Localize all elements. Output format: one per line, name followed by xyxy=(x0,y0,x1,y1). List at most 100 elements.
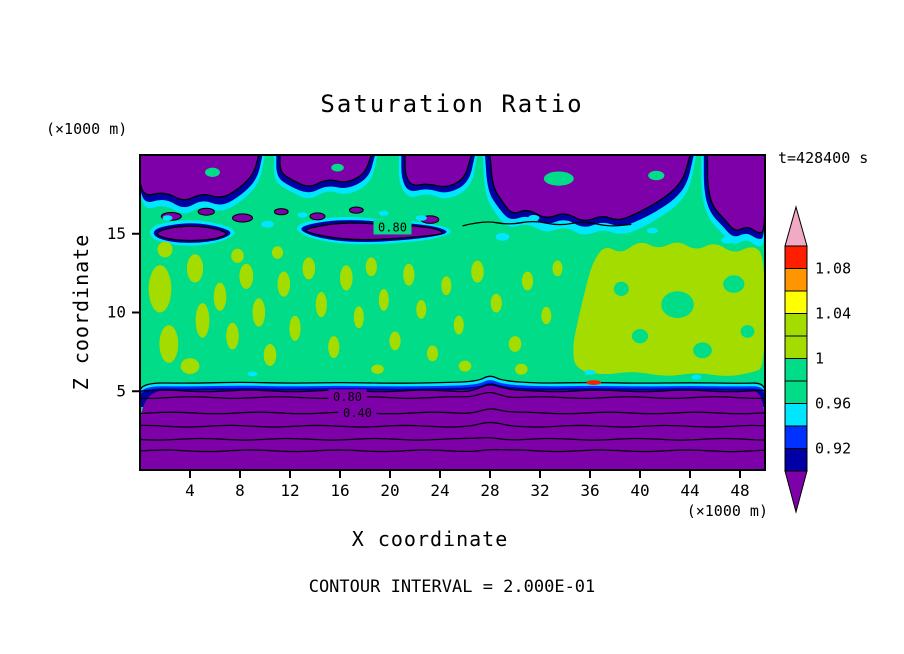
contour-line xyxy=(140,391,765,399)
contour-spot xyxy=(693,342,712,359)
colorbar-segment xyxy=(784,268,808,292)
contour-spot xyxy=(415,215,427,221)
contour-region xyxy=(140,385,765,470)
contour-line xyxy=(140,408,765,415)
contour-region xyxy=(156,225,227,242)
x-tick-label: 32 xyxy=(530,481,549,500)
contour-spot xyxy=(271,246,284,259)
time-annotation: t=428400 s xyxy=(778,149,868,167)
x-tick-label: 40 xyxy=(630,481,649,500)
contour-spot xyxy=(403,263,415,286)
contour-spot xyxy=(309,212,326,221)
contour-spot xyxy=(247,371,258,377)
contour-line xyxy=(140,383,765,393)
contour-spot xyxy=(365,257,377,277)
contour-spot xyxy=(371,364,384,374)
contour-spot xyxy=(348,206,364,214)
x-tick-label: 24 xyxy=(430,481,449,500)
contour-spot xyxy=(232,213,253,223)
x-tick-label: 44 xyxy=(680,481,699,500)
contour-spot xyxy=(231,248,244,263)
contour-line xyxy=(140,449,765,453)
colorbar-segment xyxy=(784,358,808,382)
contour-spot xyxy=(528,214,540,222)
contour-interval-note: CONTOUR INTERVAL = 2.000E-01 xyxy=(309,577,596,597)
contour-spot xyxy=(661,291,694,318)
x-tick-label: 8 xyxy=(235,481,245,500)
contour-field: 0.80 0.80 0.40 xyxy=(140,155,765,470)
contour-spot xyxy=(273,208,289,216)
contour-spot xyxy=(740,325,755,338)
contour-label-bg xyxy=(338,404,377,420)
contour-spot xyxy=(721,236,734,244)
contour-spot xyxy=(441,276,452,296)
contour-spot xyxy=(277,271,291,297)
contour-region xyxy=(706,155,765,234)
contour-spot xyxy=(508,336,522,352)
contour-spot xyxy=(515,363,528,375)
contour-region xyxy=(279,155,372,187)
y-axis-label: Z coordinate xyxy=(69,234,93,391)
contour-spot xyxy=(180,358,200,374)
contour-line xyxy=(140,437,765,441)
x-tick-label: 16 xyxy=(330,481,349,500)
contour-spot xyxy=(302,257,316,280)
x-axis-unit: (×1000 m) xyxy=(687,502,768,520)
colorbar-segment xyxy=(784,425,808,449)
contour-label: 0.80 xyxy=(333,390,362,404)
contour-spot xyxy=(331,163,344,172)
contour-spot xyxy=(426,345,439,362)
colorbar-label: 1 xyxy=(815,350,824,368)
contour-spot xyxy=(297,212,308,218)
contour-spot xyxy=(263,344,277,366)
x-tick-label: 48 xyxy=(730,481,749,500)
contour-label-bg xyxy=(328,389,367,405)
contour-line xyxy=(462,221,632,227)
contour-spot xyxy=(631,329,649,344)
y-tick-label: 5 xyxy=(116,381,126,400)
colorbar-segment xyxy=(784,403,808,427)
colorbar-label: 1.04 xyxy=(815,305,851,323)
colorbar-top-arrow xyxy=(784,205,808,247)
contour-spot xyxy=(691,374,702,380)
x-tick-label: 4 xyxy=(185,481,195,500)
contour-spot xyxy=(162,215,173,221)
colorbar-label: 1.08 xyxy=(815,260,851,278)
contour-spot xyxy=(252,298,266,327)
contour-spot xyxy=(471,260,484,283)
contour-spot xyxy=(159,325,179,363)
y-tick-label: 15 xyxy=(107,224,126,243)
contour-spot xyxy=(389,331,401,351)
contour-spot xyxy=(340,265,353,291)
contour-spot xyxy=(157,241,173,258)
colorbar: 1.08 1.04 1 0.96 0.92 xyxy=(784,205,851,514)
x-tick-label: 36 xyxy=(580,481,599,500)
colorbar-bottom-arrow xyxy=(784,470,808,514)
y-axis-ticks: 5 10 15 xyxy=(107,224,140,400)
chart-title: Saturation Ratio xyxy=(320,90,583,118)
contour-spot xyxy=(495,233,510,241)
contour-line xyxy=(140,421,765,428)
contour-spot xyxy=(453,315,464,335)
contour-spot xyxy=(648,170,665,181)
contour-spot xyxy=(195,303,210,338)
colorbar-label: 0.92 xyxy=(815,440,851,458)
contour-spot xyxy=(226,322,239,350)
contour-spot xyxy=(521,271,534,291)
x-tick-label: 28 xyxy=(480,481,499,500)
contour-label: 0.80 xyxy=(378,220,407,234)
contour-spot xyxy=(458,360,472,372)
contour-spot xyxy=(328,336,340,359)
contour-spot xyxy=(378,288,389,311)
contour-region xyxy=(140,155,260,201)
contour-spot xyxy=(315,292,327,318)
contour-spot xyxy=(148,265,172,313)
contour-spot xyxy=(197,207,215,216)
contour-spot xyxy=(723,275,745,293)
y-tick-label: 10 xyxy=(107,303,126,322)
contour-spot xyxy=(584,369,596,375)
contour-spot xyxy=(552,260,563,277)
colorbar-segment xyxy=(784,245,808,269)
